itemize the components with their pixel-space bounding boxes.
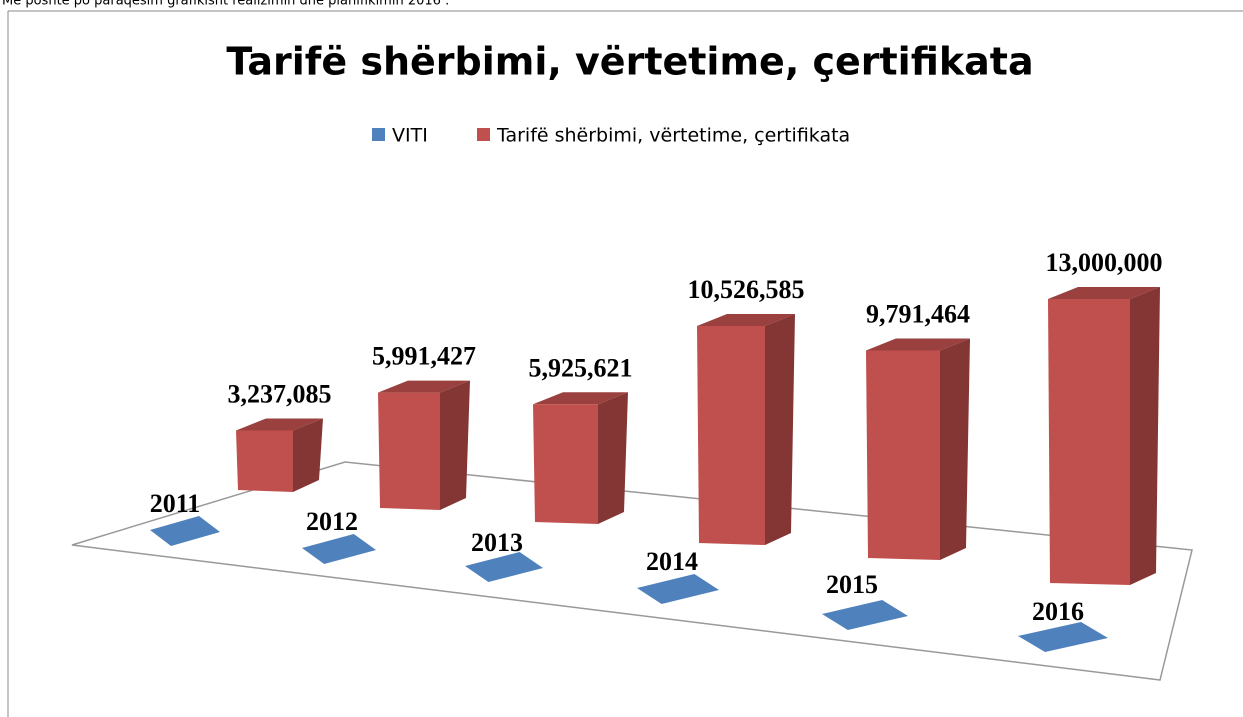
viti-tile [1018,622,1108,652]
viti-label: 2014 [646,547,698,576]
bar [378,380,470,510]
viti-label: 2015 [826,570,878,599]
viti-label: 2012 [306,507,358,536]
legend-label: Tarifë shërbimi, vërtetime, çertifikata [496,125,850,147]
viti-tile [302,534,376,564]
bar [533,392,628,524]
data-label: 9,791,464 [866,299,970,328]
bar [1048,287,1160,585]
viti-tile [150,516,220,546]
viti-label: 2013 [471,528,523,557]
bar-top [236,418,323,431]
bar-top [1048,287,1160,299]
legend-swatch [372,128,385,141]
bar-side [1130,287,1160,585]
bar-side [293,418,323,492]
viti-tile [822,600,908,630]
legend-swatch [477,128,490,141]
bar-top [866,338,970,351]
viti-tile [637,574,719,604]
bar-side [940,338,970,560]
data-label: 13,000,000 [1046,248,1163,277]
chart-title: Tarifë shërbimi, vërtetime, çertifikata [226,40,1033,84]
legend-label: VITI [392,125,428,147]
bar [866,338,970,560]
header-text: Më poshtë po paraqesim grafikisht realiz… [2,0,449,9]
floor [71,461,1193,681]
bar-top [697,314,795,327]
bar-side [765,314,795,545]
data-label: 5,925,621 [529,353,633,382]
bar-front [378,392,440,510]
data-label: 10,526,585 [688,275,805,304]
legend: VITI Tarifë shërbimi, vërtetime, çertifik… [372,125,850,147]
data-label: 3,237,085 [228,379,332,408]
data-label: 5,991,427 [372,342,476,371]
bar-side [440,380,470,510]
bar-top [378,380,470,393]
bar-front [697,326,765,545]
bar-front [1048,299,1130,585]
bar-side [598,392,628,524]
bar [236,418,323,492]
bar-top [533,392,628,405]
bar-front [236,430,293,492]
viti-tile [465,552,543,582]
bar-front [533,404,598,524]
viti-label: 2016 [1032,597,1084,626]
bar [697,314,795,545]
bar-front [866,350,940,560]
viti-label: 2011 [150,489,201,518]
